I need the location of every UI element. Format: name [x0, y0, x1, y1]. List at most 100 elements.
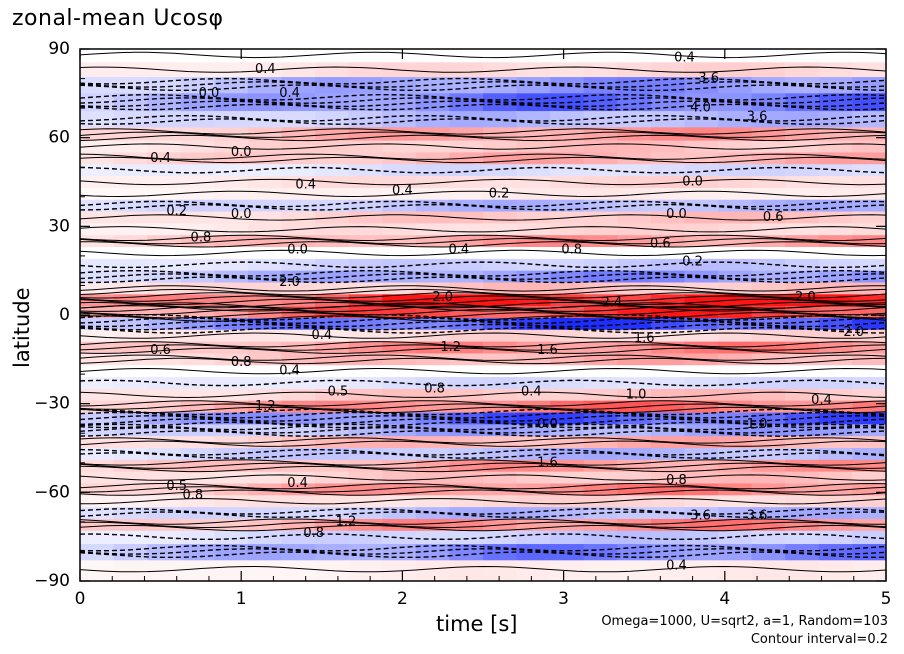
contour-positive	[80, 178, 886, 186]
field-cell	[315, 365, 350, 378]
field-cell	[852, 176, 886, 189]
field-cell	[516, 544, 551, 561]
field-cell	[650, 235, 686, 248]
field-cell	[180, 388, 215, 402]
field-cell	[415, 187, 451, 201]
field-cell	[147, 235, 182, 248]
contour-negative	[80, 93, 886, 101]
field-cell	[751, 530, 786, 545]
field-cell	[113, 544, 148, 561]
field-cell	[315, 258, 350, 272]
contour-positive	[80, 482, 886, 490]
field-cell	[147, 49, 182, 63]
field-cell	[650, 62, 686, 78]
field-cell	[785, 187, 820, 201]
field-cell	[348, 377, 383, 390]
contour-label: 0.4	[287, 476, 308, 491]
field-cell	[617, 507, 652, 520]
field-cell	[516, 93, 551, 112]
field-cell	[415, 164, 451, 177]
field-cell	[247, 329, 283, 343]
field-cell	[650, 495, 686, 508]
field-cell	[483, 282, 518, 295]
field-cell	[415, 247, 451, 260]
field-cell	[818, 77, 854, 94]
contour-negative	[80, 166, 886, 174]
field-cell	[281, 448, 316, 461]
contour-label: 0.2	[682, 254, 703, 269]
field-cell	[718, 294, 753, 307]
field-cell	[214, 377, 249, 390]
field-cell	[684, 448, 719, 461]
field-cell	[583, 471, 618, 485]
contour-positive	[80, 518, 886, 525]
field-cell	[180, 377, 215, 390]
contour-negative	[80, 114, 886, 122]
contour-label: 2.0	[843, 325, 864, 340]
field-cell	[348, 483, 383, 496]
field-cell	[684, 544, 719, 561]
contour-positive	[80, 489, 886, 496]
field-cell	[516, 317, 551, 331]
field-cell	[180, 258, 215, 272]
field-cell	[650, 353, 686, 366]
contour-positive	[80, 465, 886, 473]
contour-negative	[80, 426, 886, 434]
contour-label: 1.6	[537, 455, 558, 470]
field-cell	[80, 152, 115, 165]
field-cell	[583, 235, 618, 248]
field-cell	[382, 235, 417, 248]
field-cell	[550, 270, 585, 284]
field-cell	[382, 176, 417, 189]
field-cell	[516, 436, 551, 449]
field-cell	[785, 471, 820, 485]
contour-label: 0.6	[650, 237, 671, 252]
field-cell	[684, 459, 719, 473]
field-cell	[617, 247, 652, 260]
field-cell	[785, 247, 820, 260]
field-cell	[583, 329, 618, 343]
field-cell	[617, 388, 652, 402]
field-cell	[516, 247, 551, 260]
field-cell	[818, 329, 854, 343]
field-cell	[214, 140, 249, 154]
contour-positive	[80, 292, 886, 299]
field-cell	[751, 140, 786, 154]
contour-label: 0.4	[150, 151, 171, 166]
field-cell	[650, 365, 686, 378]
field-cell	[751, 317, 786, 331]
field-cell	[214, 270, 249, 284]
field-cell	[449, 471, 484, 485]
field-cell	[583, 111, 618, 128]
field-cell	[818, 140, 854, 154]
field-cell	[852, 388, 886, 402]
field-cell	[718, 140, 753, 154]
field-cell	[348, 530, 383, 545]
field-cell	[852, 223, 886, 236]
field-cell	[348, 560, 383, 581]
field-cell	[818, 365, 854, 378]
contour-label: 0.4	[279, 364, 300, 379]
field-cell	[617, 270, 652, 284]
field-cell	[80, 388, 115, 402]
field-cell	[818, 235, 854, 248]
field-cell	[718, 176, 753, 189]
field-cell	[382, 365, 417, 378]
field-cell	[684, 560, 719, 581]
field-cell	[348, 176, 383, 189]
field-cell	[684, 176, 719, 189]
field-cell	[147, 258, 182, 272]
field-cell	[583, 353, 618, 366]
field-cell	[348, 507, 383, 520]
field-cell	[382, 518, 417, 532]
field-cell	[852, 530, 886, 545]
field-cell	[550, 49, 585, 63]
field-cell	[449, 164, 484, 177]
field-cell	[583, 223, 618, 236]
field-cell	[247, 560, 283, 581]
field-cell	[80, 377, 115, 390]
field-cell	[583, 459, 618, 473]
field-cell	[382, 317, 417, 331]
field-cell	[449, 140, 484, 154]
